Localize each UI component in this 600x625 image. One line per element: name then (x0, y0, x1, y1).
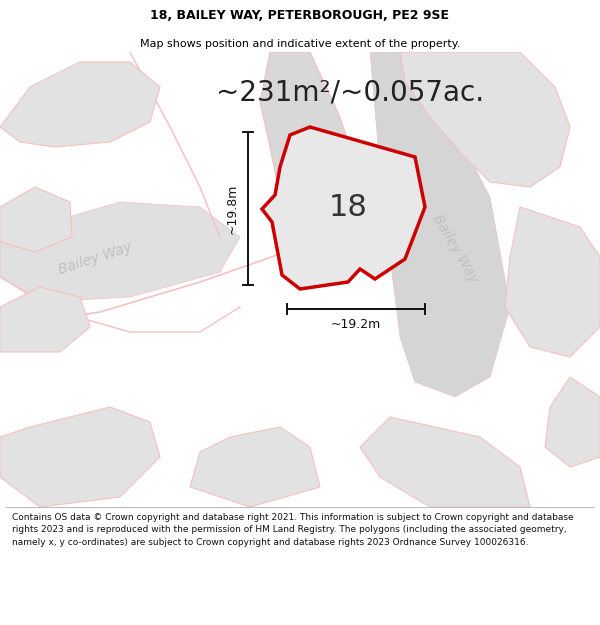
Polygon shape (0, 287, 90, 352)
Polygon shape (400, 52, 570, 187)
Text: ~19.8m: ~19.8m (226, 183, 239, 234)
Polygon shape (262, 127, 425, 289)
Polygon shape (545, 377, 600, 467)
Polygon shape (360, 417, 530, 507)
Text: Bailey Way: Bailey Way (430, 213, 480, 286)
Text: ~231m²/~0.057ac.: ~231m²/~0.057ac. (216, 78, 484, 106)
Text: 18, BAILEY WAY, PETERBOROUGH, PE2 9SE: 18, BAILEY WAY, PETERBOROUGH, PE2 9SE (151, 9, 449, 22)
Text: Map shows position and indicative extent of the property.: Map shows position and indicative extent… (140, 39, 460, 49)
Text: Bailey Way: Bailey Way (56, 241, 134, 278)
Polygon shape (0, 407, 160, 507)
Polygon shape (0, 187, 72, 252)
Polygon shape (0, 202, 240, 302)
Polygon shape (0, 62, 160, 147)
Text: 18: 18 (329, 192, 367, 221)
Polygon shape (260, 52, 360, 232)
Polygon shape (370, 52, 510, 397)
Polygon shape (505, 207, 600, 357)
Polygon shape (190, 427, 320, 507)
Text: Contains OS data © Crown copyright and database right 2021. This information is : Contains OS data © Crown copyright and d… (12, 513, 574, 547)
Text: ~19.2m: ~19.2m (331, 319, 381, 331)
